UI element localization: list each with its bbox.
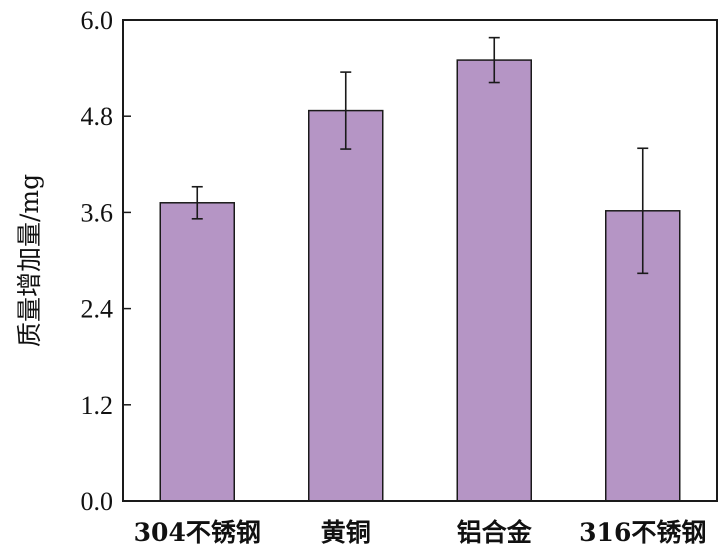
error-bars-layer bbox=[191, 36, 649, 275]
error-bar-2 bbox=[340, 71, 352, 150]
bar-3 bbox=[456, 59, 532, 502]
plot-frame bbox=[122, 19, 718, 502]
x-tick-label-4: 316不锈钢 bbox=[579, 518, 706, 547]
bar-2 bbox=[308, 109, 384, 502]
bars-layer bbox=[159, 59, 681, 502]
x-tick-label-1: 304不锈钢 bbox=[134, 518, 261, 547]
bar-1 bbox=[159, 202, 235, 502]
y-tick-label-1: 0.0 bbox=[81, 487, 114, 516]
y-tick-label-2: 1.2 bbox=[81, 391, 114, 420]
y-tick-label-5: 4.8 bbox=[81, 102, 114, 131]
error-bar-1 bbox=[191, 185, 203, 220]
x-tick-label-3: 铝合金 bbox=[457, 518, 533, 547]
y-axis-title: 质量增加量/mg bbox=[15, 174, 44, 347]
x-tick-label-2: 黄铜 bbox=[321, 518, 371, 547]
y-tick-label-6: 6.0 bbox=[81, 6, 114, 35]
y-tick-label-4: 3.6 bbox=[81, 198, 114, 227]
x-axis: 304不锈钢 黄铜 铝合金 316不锈钢 bbox=[134, 518, 707, 547]
y-axis: 0.0 1.2 2.4 3.6 4.8 6.0 bbox=[81, 6, 131, 516]
error-bar-3 bbox=[488, 36, 500, 84]
error-bar-4 bbox=[637, 147, 649, 275]
y-tick-label-3: 2.4 bbox=[81, 295, 114, 324]
